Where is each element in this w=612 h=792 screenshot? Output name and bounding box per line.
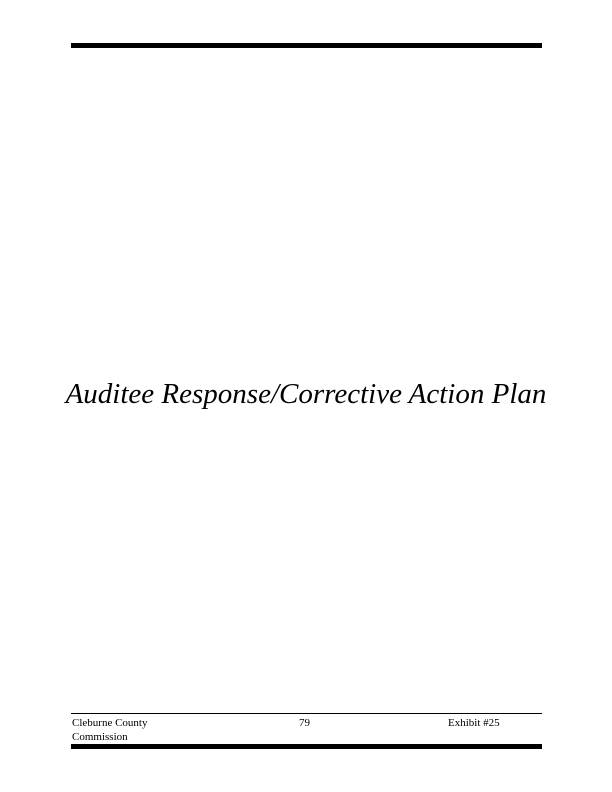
section-title: Auditee Response/Corrective Action Plan [65,378,547,410]
footer-entity: Cleburne County Commission [72,716,147,744]
footer-bottom-rule [71,744,542,749]
footer-entity-line2: Commission [72,731,128,743]
page-number: 79 [299,717,310,729]
footer-top-rule [71,713,542,714]
header-rule [71,43,542,48]
footer-entity-line1: Cleburne County [72,717,148,729]
exhibit-label: Exhibit #25 [448,717,500,729]
